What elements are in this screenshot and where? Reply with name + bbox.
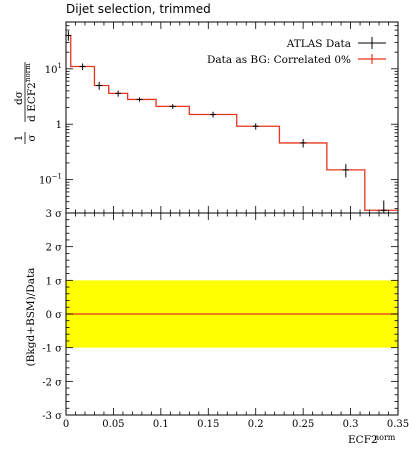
data-point-9 bbox=[342, 164, 349, 178]
data-point-2 bbox=[96, 81, 103, 90]
data-point-6 bbox=[210, 111, 217, 118]
data-point-8 bbox=[300, 139, 307, 148]
bottom-y-tick-label: -2 σ bbox=[42, 377, 62, 388]
data-point-7 bbox=[252, 123, 259, 130]
legend: ATLAS Data Data as BG: Correlated 0% bbox=[207, 37, 386, 66]
chart-title: Dijet selection, trimmed bbox=[66, 2, 211, 16]
y-label-one: 1 bbox=[13, 135, 25, 142]
top-y-tick-label: 101 bbox=[45, 62, 62, 76]
data-point-1 bbox=[79, 63, 86, 71]
bottom-y-tick-label: -3 σ bbox=[42, 411, 62, 422]
x-label-sup: norm bbox=[374, 433, 396, 442]
top-panel: 10−1 1 101 bbox=[39, 21, 399, 214]
legend-marker-atlas-data bbox=[358, 37, 386, 49]
top-y-tick-label: 10−1 bbox=[39, 173, 62, 187]
data-point-4 bbox=[136, 97, 143, 102]
y-label-decf2: d ECF2 bbox=[26, 82, 38, 122]
x-tick-label: 0.1 bbox=[153, 419, 169, 430]
bottom-y-tick-label: -1 σ bbox=[42, 344, 62, 355]
data-point-5 bbox=[169, 104, 176, 109]
x-tick-label: 0.15 bbox=[197, 419, 219, 430]
y-label-sigma: σ bbox=[26, 134, 38, 141]
bottom-y-axis-label: (Bkgd+BSM)/Data bbox=[25, 268, 37, 367]
bottom-y-tick-label: 0 σ bbox=[46, 310, 63, 321]
top-frame bbox=[65, 21, 399, 214]
x-tick-label: 0.05 bbox=[102, 419, 124, 430]
top-y-tick-label: 1 bbox=[56, 120, 62, 131]
x-tick-label: 0.2 bbox=[248, 419, 264, 430]
bottom-y-tick-label: 3 σ bbox=[46, 209, 63, 220]
x-tick-label: 0.3 bbox=[343, 419, 359, 430]
x-label-text: ECF2 bbox=[348, 434, 378, 446]
bottom-y-tick-label: 1 σ bbox=[46, 276, 63, 287]
y-label-dsigma: dσ bbox=[13, 91, 25, 105]
x-axis-label: ECF2 norm bbox=[348, 433, 396, 446]
legend-label-correlated: Data as BG: Correlated 0% bbox=[207, 54, 351, 66]
y-label-norm-sup: norm bbox=[24, 63, 32, 82]
bottom-panel: -3 σ -2 σ -1 σ 0 σ 1 σ 2 σ 3 σ 0 0.05 0.1 0.15 0.2 0… bbox=[42, 22, 409, 430]
top-y-axis-label: 1 σ dσ d ECF2 norm bbox=[13, 62, 38, 144]
x-tick-label: 0.35 bbox=[387, 419, 409, 430]
legend-marker-correlated bbox=[358, 54, 386, 64]
x-tick-label: 0 bbox=[63, 419, 69, 430]
bottom-y-tick-label: 2 σ bbox=[46, 243, 63, 254]
legend-label-atlas-data: ATLAS Data bbox=[286, 38, 351, 50]
data-point-10 bbox=[380, 200, 387, 213]
data-point-3 bbox=[115, 90, 122, 97]
x-tick-label: 0.25 bbox=[292, 419, 314, 430]
